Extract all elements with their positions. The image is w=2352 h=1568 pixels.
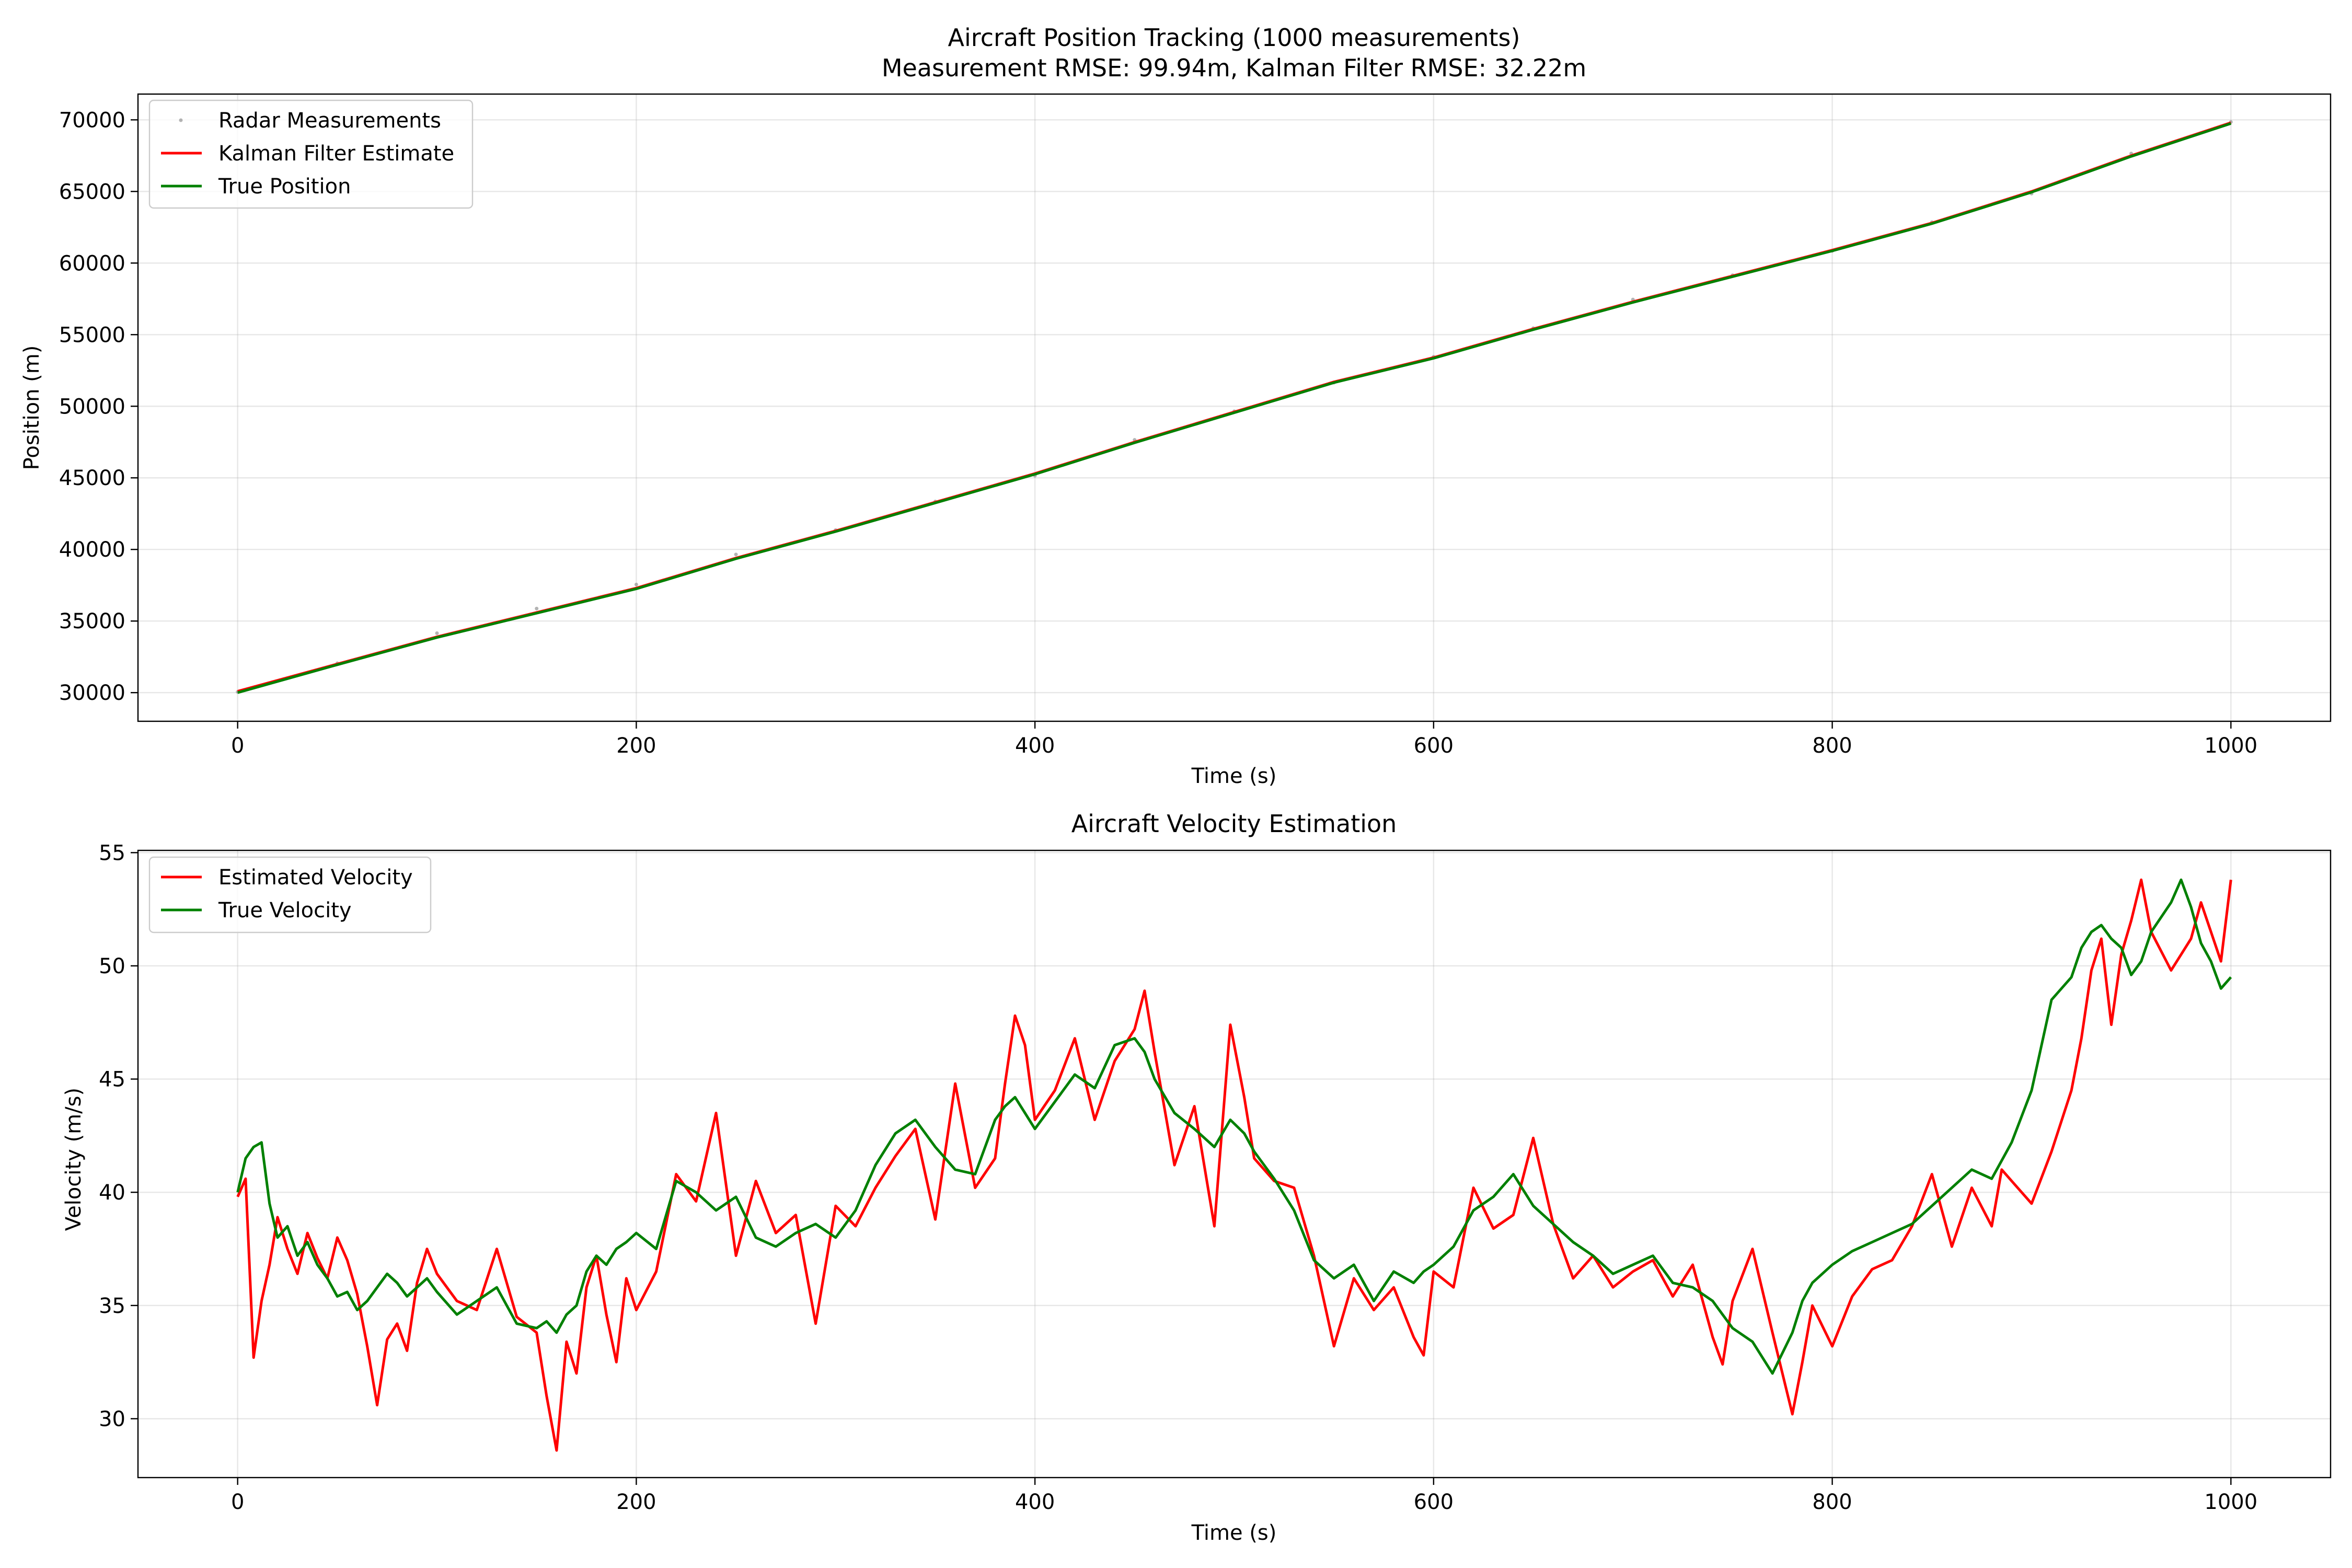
position-legend: Radar Measurements Kalman Filter Estimate… <box>148 99 474 209</box>
velocity-y-tick-label: 45 <box>99 1068 125 1092</box>
position-x-tick-label: 200 <box>616 734 656 758</box>
velocity-y-tick-label: 30 <box>99 1407 125 1431</box>
position-y-tick-label: 55000 <box>59 323 125 347</box>
data-point <box>634 582 638 586</box>
position-y-tick-label: 65000 <box>59 180 125 204</box>
position-legend-label-radar-measurements: Radar Measurements <box>218 109 441 133</box>
velocity-x-tick-label: 800 <box>1812 1490 1852 1514</box>
position-chart-subtitle: Measurement RMSE: 99.94m, Kalman Filter … <box>882 54 1586 82</box>
velocity-series-true-velocity-line <box>236 878 2232 1375</box>
position-x-tick-label: 0 <box>231 734 244 758</box>
position-x-tick-label: 800 <box>1812 734 1852 758</box>
position-legend-label-true-position: True Position <box>218 175 351 199</box>
position-x-tick-label: 400 <box>1015 734 1055 758</box>
velocity-x-axis-label: Time (s) <box>1191 1521 1277 1545</box>
position-chart: Aircraft Position Tracking (1000 measure… <box>20 24 2332 788</box>
position-series-true-position-line <box>237 122 2232 694</box>
velocity-chart-title: Aircraft Velocity Estimation <box>1071 810 1397 838</box>
position-y-tick-label: 30000 <box>59 681 125 705</box>
position-x-axis-label: Time (s) <box>1191 764 1277 788</box>
position-y-tick-label: 70000 <box>59 108 125 132</box>
position-chart-title: Aircraft Position Tracking (1000 measure… <box>948 24 1520 52</box>
position-y-tick-label: 40000 <box>59 538 125 562</box>
velocity-x-tick-label: 0 <box>231 1490 244 1514</box>
position-legend-label-kalman-filter-estimate: Kalman Filter Estimate <box>218 142 454 166</box>
position-y-tick-label: 60000 <box>59 251 125 275</box>
velocity-y-tick-label: 55 <box>99 841 125 865</box>
position-y-axis-label: Position (m) <box>20 345 44 470</box>
position-y-tick-label: 50000 <box>59 395 125 419</box>
velocity-legend-box <box>148 856 432 933</box>
velocity-y-tick-label: 35 <box>99 1294 125 1318</box>
velocity-x-tick-label: 600 <box>1414 1490 1454 1514</box>
velocity-x-tick-label: 1000 <box>2204 1490 2257 1514</box>
position-plot-area: 0 200 400 600 800 1000 30000 35000 40000 45000 500… <box>59 93 2332 758</box>
position-legend-marker-radar-measurements <box>179 118 183 122</box>
velocity-axes-frame <box>137 849 2332 1479</box>
velocity-y-tick-label: 50 <box>99 954 125 978</box>
position-legend-box <box>148 99 474 209</box>
position-y-tick-label: 35000 <box>59 609 125 633</box>
velocity-x-tick-label: 200 <box>616 1490 656 1514</box>
velocity-x-tick-label: 400 <box>1015 1490 1055 1514</box>
position-y-tick-label: 45000 <box>59 466 125 490</box>
velocity-series-estimated-velocity-line <box>236 878 2232 1452</box>
position-axes-frame <box>137 93 2332 722</box>
velocity-chart: Aircraft Velocity Estimation 0 200 400 600 8… <box>62 810 2332 1545</box>
position-x-tick-label: 1000 <box>2204 734 2257 758</box>
velocity-plot-area: 0 200 400 600 800 1000 30 35 40 45 50 55 Estimated V… <box>99 841 2332 1514</box>
velocity-y-axis-label: Velocity (m/s) <box>62 1088 86 1231</box>
velocity-legend: Estimated Velocity True Velocity <box>148 856 432 933</box>
position-x-tick-label: 600 <box>1414 734 1454 758</box>
data-point <box>734 552 738 557</box>
data-point <box>435 631 439 636</box>
velocity-legend-label-true-velocity: True Velocity <box>218 898 352 923</box>
data-point <box>535 606 539 610</box>
velocity-y-tick-label: 40 <box>99 1181 125 1205</box>
velocity-legend-label-estimated-velocity: Estimated Velocity <box>218 866 413 890</box>
